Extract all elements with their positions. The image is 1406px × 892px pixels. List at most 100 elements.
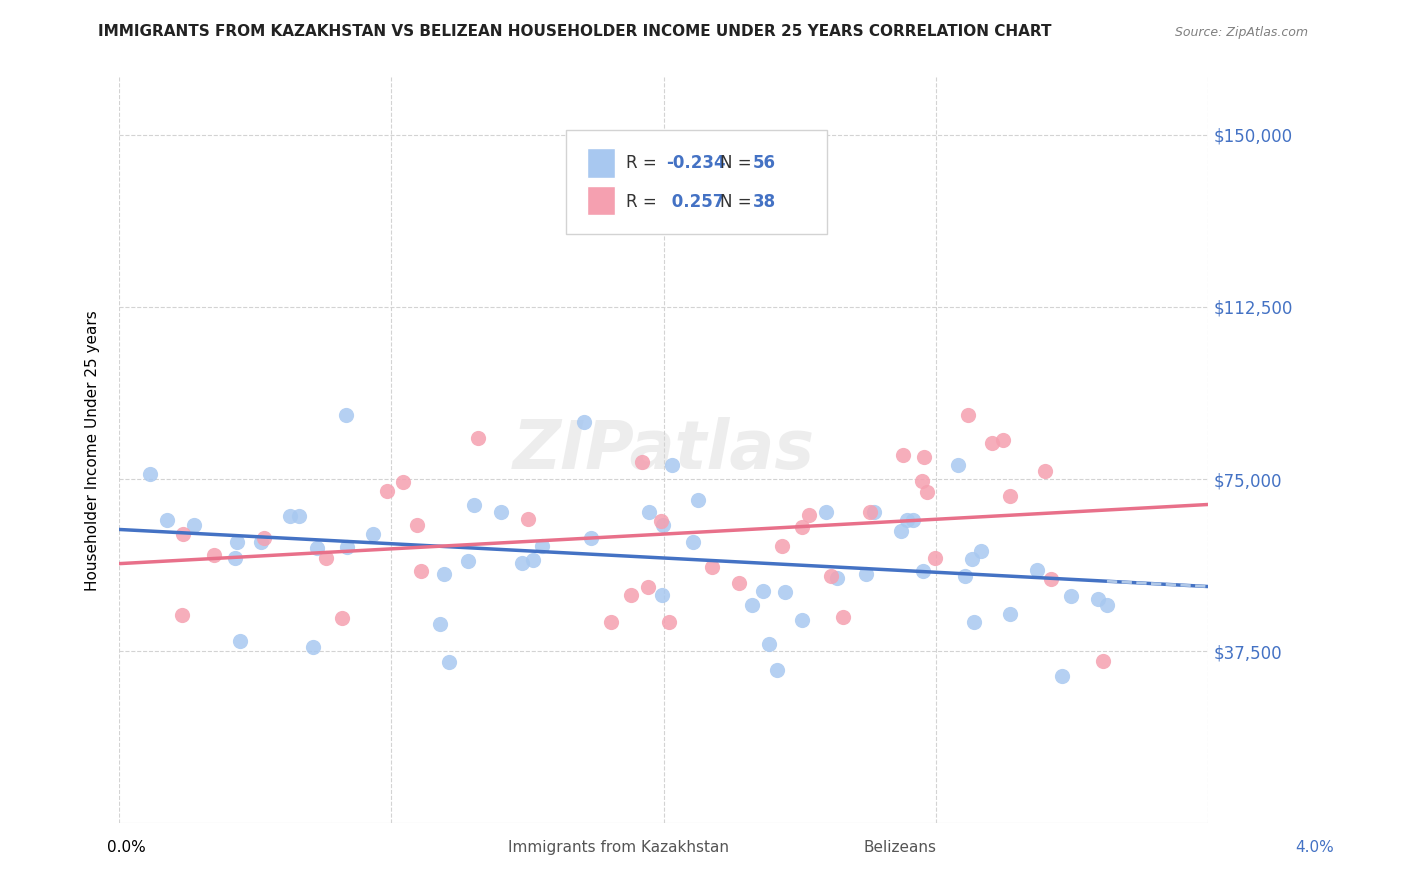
Point xyxy=(862,504,884,518)
Point xyxy=(702,560,724,574)
Y-axis label: Householder Income Under 25 years: Householder Income Under 25 years xyxy=(86,310,100,591)
Point xyxy=(581,531,603,545)
Point xyxy=(891,448,914,462)
Point xyxy=(1087,592,1109,607)
Point xyxy=(912,450,935,465)
Point xyxy=(512,556,534,570)
Point xyxy=(335,408,357,422)
Point xyxy=(896,513,918,527)
Text: Source: ZipAtlas.com: Source: ZipAtlas.com xyxy=(1174,26,1308,38)
Point xyxy=(901,513,924,527)
Point xyxy=(301,640,323,654)
Point xyxy=(637,580,659,594)
Point xyxy=(825,571,848,585)
Point xyxy=(361,526,384,541)
Point xyxy=(1026,563,1049,577)
Point xyxy=(406,518,429,533)
Text: 4.0%: 4.0% xyxy=(1295,840,1334,855)
Point xyxy=(315,550,337,565)
Point xyxy=(855,566,877,581)
Point xyxy=(253,531,276,545)
Point xyxy=(522,552,544,566)
Bar xyxy=(588,186,614,216)
Point xyxy=(991,433,1014,447)
Point xyxy=(832,609,855,624)
Text: -0.234: -0.234 xyxy=(666,154,725,172)
Point xyxy=(229,633,252,648)
Point xyxy=(287,509,309,524)
Point xyxy=(960,552,983,566)
Point xyxy=(773,585,796,599)
Point xyxy=(998,607,1021,622)
Point xyxy=(911,474,934,488)
Text: R =: R = xyxy=(626,193,662,211)
Point xyxy=(530,539,553,553)
Point xyxy=(953,569,976,583)
Point xyxy=(172,608,194,623)
Point xyxy=(686,493,709,508)
Point xyxy=(224,550,246,565)
Point xyxy=(859,505,882,519)
Point xyxy=(1039,572,1062,586)
Point xyxy=(467,431,489,445)
Point xyxy=(924,551,946,566)
Text: 56: 56 xyxy=(754,154,776,172)
Point xyxy=(599,615,621,629)
Point xyxy=(433,566,456,581)
Point xyxy=(770,539,793,553)
Point xyxy=(970,544,993,558)
Point xyxy=(489,505,512,519)
Point xyxy=(1092,654,1115,668)
Text: N =: N = xyxy=(720,193,758,211)
Text: R =: R = xyxy=(626,154,662,172)
Point xyxy=(790,520,813,534)
Point xyxy=(766,663,789,677)
Text: 38: 38 xyxy=(754,193,776,211)
Text: 0.257: 0.257 xyxy=(666,193,724,211)
Point xyxy=(658,615,681,630)
Point xyxy=(457,554,479,568)
Point xyxy=(981,435,1004,450)
Point xyxy=(962,615,984,629)
Text: N =: N = xyxy=(720,154,758,172)
Point xyxy=(741,598,763,612)
Point xyxy=(946,458,969,472)
Point xyxy=(336,540,359,554)
Point xyxy=(661,458,683,472)
Point xyxy=(890,524,912,538)
Point xyxy=(728,576,751,591)
Bar xyxy=(588,148,614,178)
Point xyxy=(620,588,643,602)
Point xyxy=(917,484,939,499)
Text: Belizeans: Belizeans xyxy=(863,840,936,855)
Point xyxy=(278,509,301,524)
Point xyxy=(1060,589,1083,603)
Point xyxy=(439,655,461,669)
Point xyxy=(1095,598,1118,612)
Point xyxy=(226,535,249,549)
Point xyxy=(651,588,673,602)
Point xyxy=(572,415,595,429)
Point xyxy=(637,505,659,519)
Point xyxy=(631,455,654,469)
Point xyxy=(1033,463,1056,477)
Text: Immigrants from Kazakhstan: Immigrants from Kazakhstan xyxy=(508,840,730,855)
Point xyxy=(682,535,704,549)
Text: 0.0%: 0.0% xyxy=(107,840,146,855)
Point xyxy=(820,568,842,582)
Point xyxy=(1000,489,1022,503)
Point xyxy=(392,475,415,489)
Point xyxy=(652,517,675,532)
FancyBboxPatch shape xyxy=(565,129,827,234)
Point xyxy=(409,564,432,578)
Text: IMMIGRANTS FROM KAZAKHSTAN VS BELIZEAN HOUSEHOLDER INCOME UNDER 25 YEARS CORRELA: IMMIGRANTS FROM KAZAKHSTAN VS BELIZEAN H… xyxy=(98,24,1052,38)
Point xyxy=(250,535,273,549)
Point xyxy=(752,583,775,598)
Point xyxy=(330,610,353,624)
Point xyxy=(516,512,538,526)
Point xyxy=(202,549,225,563)
Point xyxy=(650,514,672,528)
Point xyxy=(463,498,485,512)
Point xyxy=(305,541,328,555)
Point xyxy=(912,564,935,578)
